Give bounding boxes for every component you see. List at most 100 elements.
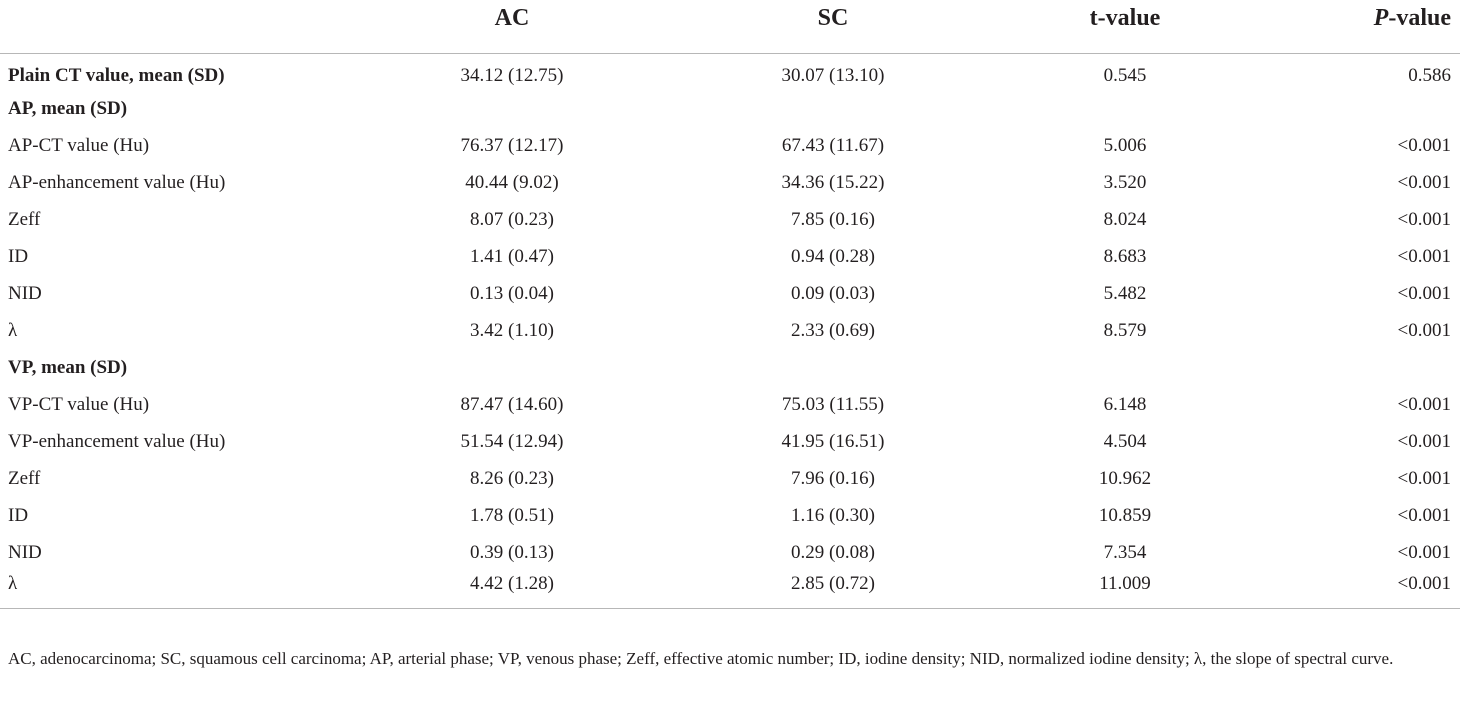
cell-ac-value: 3.42 (1.10)	[470, 319, 554, 341]
cell-sc-value: 0.29 (0.08)	[791, 541, 875, 563]
table-row: ID 1.78 (0.51) 1.16 (0.30) 10.859 <0.001	[0, 497, 1460, 534]
cell-p-value: <0.001	[1397, 171, 1451, 193]
cell-ac-value: 1.78 (0.51)	[470, 504, 554, 526]
cell-label: Zeff	[8, 467, 41, 489]
cell-label: NID	[8, 541, 42, 563]
header-p-italic: P	[1373, 5, 1389, 31]
cell-p-value: 0.586	[1408, 64, 1451, 86]
cell-label: VP-enhancement value (Hu)	[8, 430, 226, 452]
cell-label: Plain CT value, mean (SD)	[8, 64, 225, 86]
cell-ac-value: 87.47 (14.60)	[460, 393, 564, 415]
cell-label: VP-CT value (Hu)	[8, 393, 150, 415]
cell-ac-value: 51.54 (12.94)	[460, 430, 564, 452]
header-row: AC SC t-value P-value	[0, 0, 1460, 54]
table-row: NID 0.13 (0.04) 0.09 (0.03) 5.482 <0.001	[0, 275, 1460, 312]
cell-t-value: 7.354	[1103, 541, 1147, 563]
cell-t-value: 4.504	[1103, 430, 1147, 452]
table-row: Zeff 8.26 (0.23) 7.96 (0.16) 10.962 <0.001	[0, 460, 1460, 497]
table-row: VP-CT value (Hu) 87.47 (14.60) 75.03 (11.5…	[0, 386, 1460, 423]
cell-sc-value: 30.07 (13.10)	[781, 64, 885, 86]
cell-ac-value: 4.42 (1.28)	[400, 571, 624, 609]
cell-sc-value: 2.85 (0.72)	[624, 571, 1042, 609]
cell-p-value: <0.001	[1397, 134, 1451, 156]
cell-label: NID	[8, 282, 42, 304]
cell-sc-value: 41.95 (16.51)	[781, 430, 885, 452]
cell-p-value: <0.001	[1208, 571, 1460, 609]
cell-sc-value: 2.33 (0.69)	[791, 319, 875, 341]
table-row: ID 1.41 (0.47) 0.94 (0.28) 8.683 <0.001	[0, 238, 1460, 275]
cell-label: λ	[0, 571, 400, 609]
cell-label: VP, mean (SD)	[8, 356, 128, 378]
table-row: VP-enhancement value (Hu) 51.54 (12.94) 41…	[0, 423, 1460, 460]
table-row: NID 0.39 (0.13) 0.29 (0.08) 7.354 <0.001	[0, 534, 1460, 571]
cell-sc-value: 0.09 (0.03)	[791, 282, 875, 304]
table-row: AP-enhancement value (Hu) 40.44 (9.02) 34.…	[0, 164, 1460, 201]
cell-t-value: 8.579	[1103, 319, 1147, 341]
cell-sc-value: 0.94 (0.28)	[791, 245, 875, 267]
cell-p-value: <0.001	[1397, 430, 1451, 452]
cell-t-value: 10.859	[1098, 504, 1152, 526]
cell-p-value: <0.001	[1397, 208, 1451, 230]
table-row: AP-CT value (Hu) 76.37 (12.17) 67.43 (11.6…	[0, 127, 1460, 164]
cell-p-value: <0.001	[1397, 319, 1451, 341]
cell-t-value	[1042, 90, 1208, 127]
header-ac: AC	[400, 0, 624, 54]
cell-ac-value: 76.37 (12.17)	[460, 134, 564, 156]
cell-t-value	[1042, 349, 1208, 386]
cell-sc-value: 1.16 (0.30)	[791, 504, 875, 526]
cell-sc-value: 7.96 (0.16)	[791, 467, 875, 489]
cell-t-value: 11.009	[1042, 571, 1208, 609]
cell-sc-value: 34.36 (15.22)	[781, 171, 885, 193]
table-row: λ 3.42 (1.10) 2.33 (0.69) 8.579 <0.001	[0, 312, 1460, 349]
cell-label: Zeff	[8, 208, 41, 230]
cell-t-value: 0.545	[1103, 64, 1147, 86]
table-group-row: Plain CT value, mean (SD) 34.12 (12.75) 30…	[0, 53, 1460, 90]
table-footnote: AC, adenocarcinoma; SC, squamous cell ca…	[8, 649, 1394, 668]
cell-t-value: 5.006	[1103, 134, 1147, 156]
table-header: AC SC t-value P-value	[0, 0, 1460, 54]
cell-sc-value	[624, 349, 1042, 386]
cell-label: λ	[8, 319, 18, 341]
cell-ac-value: 40.44 (9.02)	[465, 171, 559, 193]
cell-label: AP, mean (SD)	[8, 97, 128, 119]
table-group-row: VP, mean (SD)	[0, 349, 1460, 386]
cell-p-value: <0.001	[1397, 282, 1451, 304]
table-row: λ 4.42 (1.28) 2.85 (0.72) 11.009 <0.001	[0, 571, 1460, 609]
results-table: AC SC t-value P-value Plain CT value, me…	[0, 0, 1460, 609]
cell-p-value	[1208, 90, 1460, 127]
cell-p-value: <0.001	[1397, 541, 1451, 563]
cell-t-value: 3.520	[1103, 171, 1147, 193]
header-p-value: P-value	[1208, 0, 1460, 54]
cell-p-value: <0.001	[1397, 245, 1451, 267]
cell-label: ID	[8, 245, 29, 267]
cell-t-value: 10.962	[1098, 467, 1152, 489]
cell-t-value: 5.482	[1103, 282, 1147, 304]
cell-p-value	[1208, 349, 1460, 386]
cell-ac-value: 8.07 (0.23)	[470, 208, 554, 230]
cell-label: ID	[8, 504, 29, 526]
cell-t-value: 8.683	[1103, 245, 1147, 267]
cell-ac-value: 1.41 (0.47)	[470, 245, 554, 267]
cell-ac-value: 0.39 (0.13)	[470, 541, 554, 563]
cell-sc-value	[624, 90, 1042, 127]
cell-ac-value: 34.12 (12.75)	[460, 64, 564, 86]
cell-sc-value: 75.03 (11.55)	[781, 393, 885, 415]
cell-label: AP-enhancement value (Hu)	[8, 171, 226, 193]
cell-p-value: <0.001	[1397, 467, 1451, 489]
cell-p-value: <0.001	[1397, 504, 1451, 526]
table-body: Plain CT value, mean (SD) 34.12 (12.75) 30…	[0, 53, 1460, 609]
header-sc: SC	[624, 0, 1042, 54]
cell-ac-value	[400, 90, 624, 127]
header-t-value: t-value	[1042, 0, 1208, 54]
cell-sc-value: 7.85 (0.16)	[791, 208, 875, 230]
table-row: Zeff 8.07 (0.23) 7.85 (0.16) 8.024 <0.001	[0, 201, 1460, 238]
cell-ac-value: 8.26 (0.23)	[470, 467, 554, 489]
cell-ac-value	[400, 349, 624, 386]
cell-label: AP-CT value (Hu)	[8, 134, 150, 156]
results-table-container: AC SC t-value P-value Plain CT value, me…	[0, 0, 1460, 609]
cell-sc-value: 67.43 (11.67)	[781, 134, 885, 156]
cell-p-value: <0.001	[1397, 393, 1451, 415]
header-p-suffix: -value	[1388, 5, 1451, 31]
cell-t-value: 6.148	[1103, 393, 1147, 415]
header-label-column	[0, 0, 400, 54]
